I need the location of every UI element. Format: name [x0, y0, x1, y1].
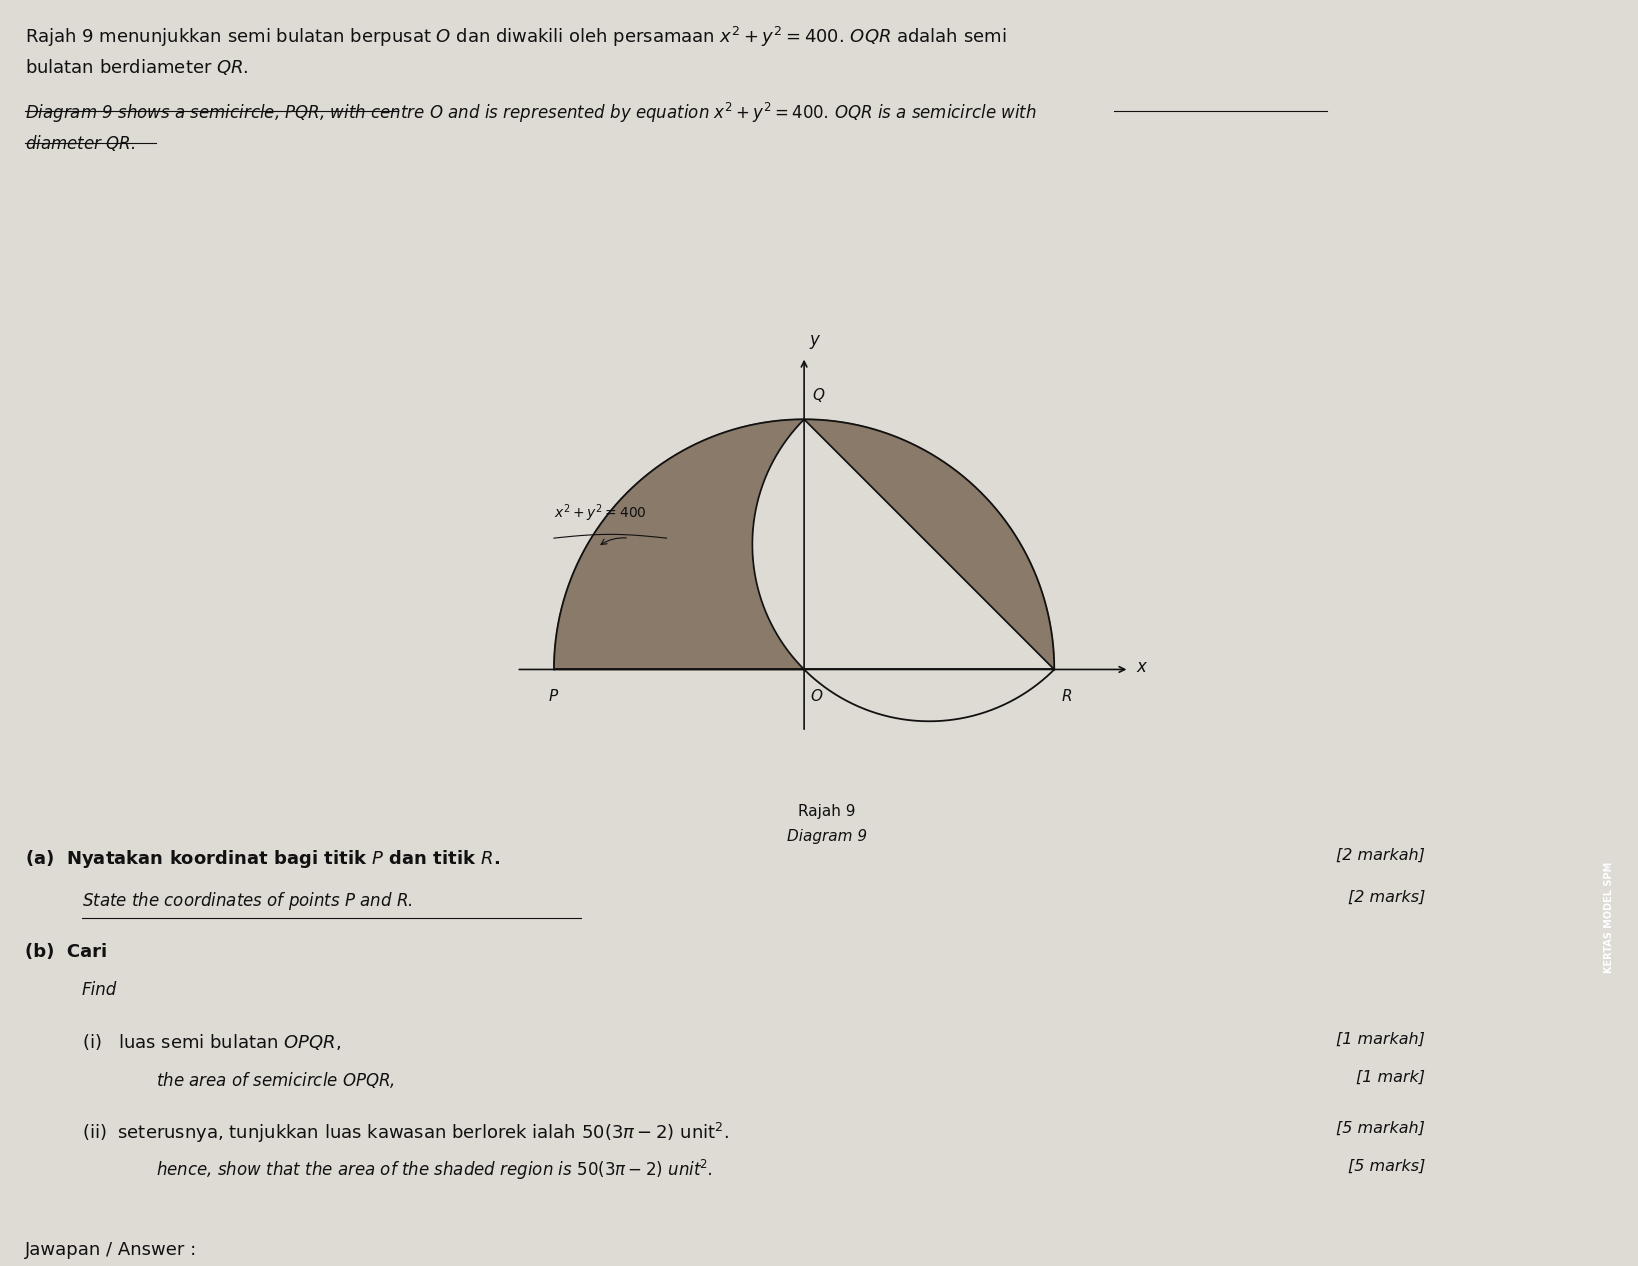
- Text: [1 markah]: [1 markah]: [1337, 1032, 1425, 1047]
- Text: State the coordinates of points $P$ and $R$.: State the coordinates of points $P$ and …: [82, 890, 413, 912]
- Text: Diagram 9: Diagram 9: [788, 829, 867, 844]
- Text: [2 marks]: [2 marks]: [1348, 890, 1425, 905]
- Text: $y$: $y$: [809, 333, 822, 351]
- Text: $x$: $x$: [1135, 658, 1148, 676]
- Text: (a)  Nyatakan koordinat bagi titik $P$ dan titik $R$.: (a) Nyatakan koordinat bagi titik $P$ da…: [25, 848, 500, 870]
- Text: diameter $QR$.: diameter $QR$.: [25, 133, 134, 153]
- Text: Find: Find: [82, 981, 118, 999]
- Text: the area of semicircle $OPQR$,: the area of semicircle $OPQR$,: [156, 1070, 395, 1090]
- Text: $Q$: $Q$: [811, 386, 826, 404]
- Text: [5 markah]: [5 markah]: [1337, 1120, 1425, 1136]
- Text: $O$: $O$: [811, 689, 824, 704]
- Text: (i)   luas semi bulatan $OPQR$,: (i) luas semi bulatan $OPQR$,: [82, 1032, 341, 1052]
- Text: (ii)  seterusnya, tunjukkan luas kawasan berlorek ialah $50(3\pi - 2)$ unit$^2$.: (ii) seterusnya, tunjukkan luas kawasan …: [82, 1120, 729, 1144]
- Text: Rajah 9 menunjukkan semi bulatan berpusat $O$ dan diwakili oleh persamaan $x^2 +: Rajah 9 menunjukkan semi bulatan berpusa…: [25, 25, 1006, 49]
- Text: (b)  Cari: (b) Cari: [25, 943, 106, 961]
- Text: $R$: $R$: [1060, 689, 1071, 704]
- Text: $x^2 + y^2 = 400$: $x^2 + y^2 = 400$: [554, 503, 647, 524]
- Polygon shape: [554, 419, 1055, 670]
- Text: Rajah 9: Rajah 9: [798, 804, 857, 819]
- Text: bulatan berdiameter $QR$.: bulatan berdiameter $QR$.: [25, 57, 249, 77]
- Polygon shape: [752, 419, 1055, 722]
- Text: KERTAS MODEL SPM: KERTAS MODEL SPM: [1604, 862, 1615, 974]
- Text: [5 marks]: [5 marks]: [1348, 1158, 1425, 1174]
- Text: hence, show that the area of the shaded region is $50(3\pi - 2)$ unit$^2$.: hence, show that the area of the shaded …: [156, 1158, 713, 1182]
- Text: Diagram 9 shows a semicircle, $PQR$, with centre $O$ and is represented by equat: Diagram 9 shows a semicircle, $PQR$, wit…: [25, 101, 1037, 125]
- Text: [1 mark]: [1 mark]: [1356, 1070, 1425, 1085]
- Text: [2 markah]: [2 markah]: [1337, 848, 1425, 863]
- Text: $P$: $P$: [549, 689, 560, 704]
- Text: Jawapan / Answer :: Jawapan / Answer :: [25, 1241, 197, 1258]
